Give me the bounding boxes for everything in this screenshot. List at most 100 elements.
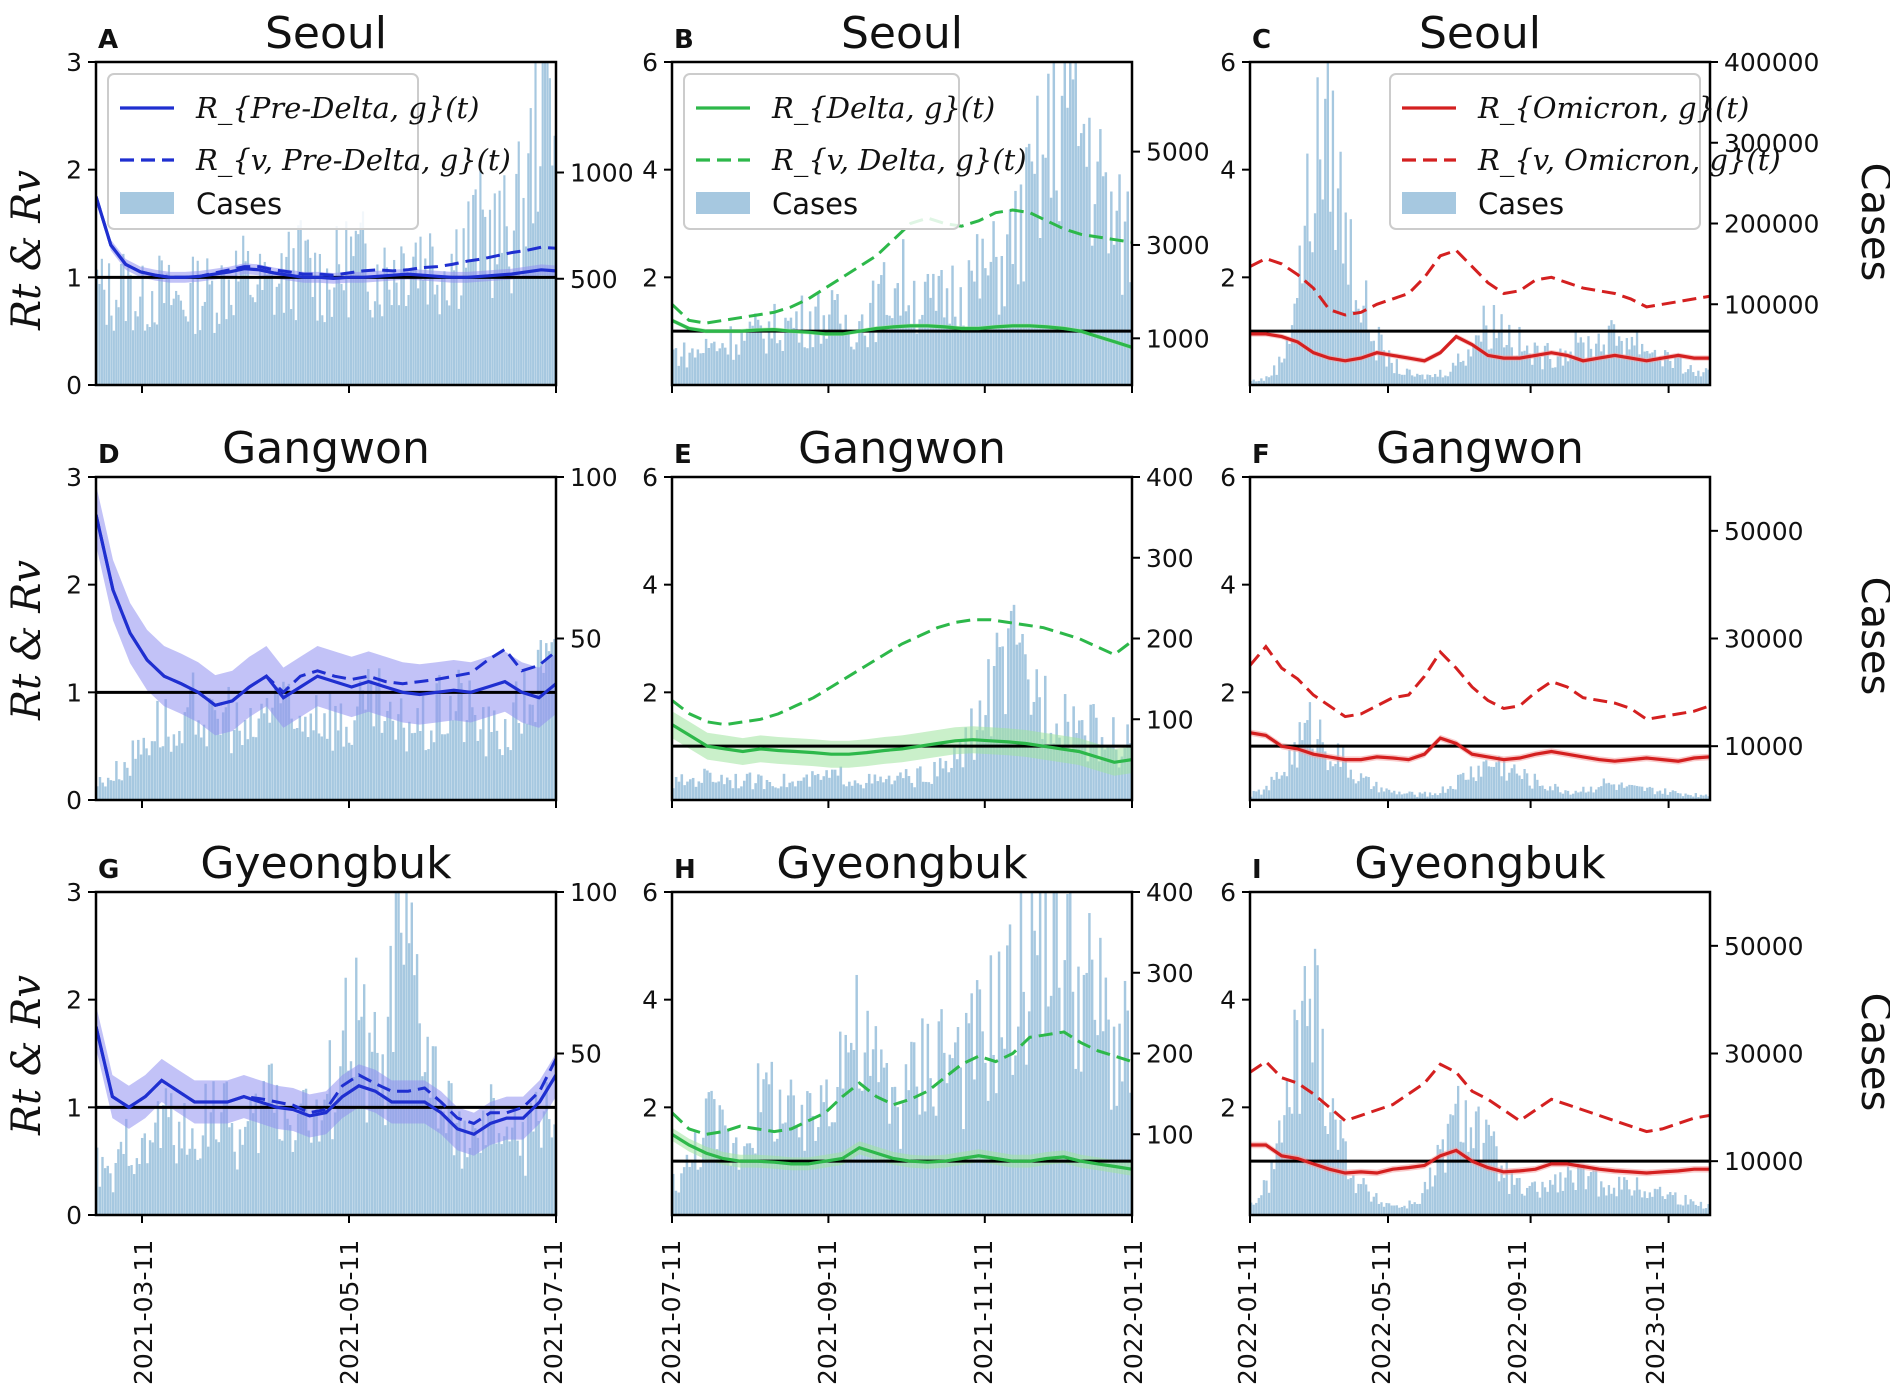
legend-rv-label: R_{v, Omicron, g}(t) xyxy=(1477,143,1781,178)
case-bar xyxy=(855,342,858,385)
case-bar xyxy=(335,225,338,385)
case-bar xyxy=(1382,350,1386,385)
case-bar xyxy=(232,730,236,800)
case-bar xyxy=(503,1136,506,1215)
case-bar xyxy=(1436,376,1439,385)
case-bar xyxy=(1615,789,1618,800)
case-bar xyxy=(473,715,477,800)
case-bar xyxy=(1283,358,1286,385)
case-bar xyxy=(1469,766,1473,800)
case-bar xyxy=(1267,377,1271,385)
case-bar xyxy=(791,781,794,800)
case-bar xyxy=(1324,751,1327,800)
case-bar xyxy=(534,1091,538,1215)
case-bar xyxy=(891,318,894,385)
case-bar xyxy=(513,1109,517,1215)
case-bar xyxy=(105,324,108,385)
case-bar xyxy=(1454,789,1457,800)
case-bar xyxy=(498,190,501,385)
case-bar xyxy=(1347,1179,1350,1215)
case-bar xyxy=(1474,335,1478,385)
case-bar xyxy=(446,733,449,800)
case-bar xyxy=(981,1031,984,1215)
case-bar xyxy=(1610,1193,1613,1215)
case-bar xyxy=(958,741,962,800)
case-bar xyxy=(177,1121,181,1215)
case-bar xyxy=(297,225,300,385)
case-bar xyxy=(368,1032,371,1215)
case-bar xyxy=(1436,795,1439,800)
case-bar xyxy=(394,892,398,1215)
case-bar xyxy=(1628,349,1631,385)
case-bar xyxy=(937,1021,941,1215)
case-bar xyxy=(677,365,680,385)
case-bar xyxy=(244,261,247,385)
case-bar xyxy=(1121,1081,1124,1215)
case-bar xyxy=(1689,1199,1692,1215)
case-bar xyxy=(1014,190,1017,385)
case-bar xyxy=(734,773,738,800)
cases-bars xyxy=(96,639,556,800)
case-bar xyxy=(1531,1182,1534,1215)
case-bar xyxy=(1658,1186,1662,1215)
legend-cases-label: Cases xyxy=(772,187,858,221)
case-bar xyxy=(373,301,377,385)
case-bar xyxy=(1490,1135,1493,1215)
case-bar xyxy=(1357,1183,1360,1215)
case-bar xyxy=(912,1042,916,1215)
case-bar xyxy=(1357,308,1360,385)
case-bar xyxy=(1041,739,1044,800)
case-bar xyxy=(788,782,791,800)
panel-title: Gyeongbuk xyxy=(200,838,452,889)
case-bar xyxy=(1679,1204,1682,1215)
case-bar xyxy=(1582,1164,1585,1215)
series-lines xyxy=(1250,1059,1710,1177)
case-bar xyxy=(1620,1189,1623,1215)
case-bar xyxy=(1681,1205,1685,1215)
case-bar xyxy=(1007,628,1010,800)
case-bar xyxy=(992,221,995,385)
case-bar xyxy=(933,761,936,800)
case-bar xyxy=(145,748,148,800)
case-bar xyxy=(1551,790,1554,800)
date-tick-2021-05-11: 2021-05-11 xyxy=(335,1240,364,1384)
case-bar xyxy=(1492,1131,1496,1215)
case-bar xyxy=(686,781,689,800)
case-bar xyxy=(213,332,216,385)
case-bar xyxy=(1405,1208,1409,1215)
case-bar xyxy=(910,1041,913,1215)
case-bar xyxy=(1482,761,1485,800)
series-lines xyxy=(96,484,556,736)
case-bar xyxy=(1648,353,1651,385)
case-bar xyxy=(361,211,365,385)
case-bar xyxy=(1293,742,1296,800)
case-bar xyxy=(1418,1203,1421,1215)
case-bar xyxy=(1566,361,1570,385)
case-bar xyxy=(307,1130,310,1215)
case-bar xyxy=(449,695,452,800)
case-bar xyxy=(542,672,545,800)
ytick-label: 6 xyxy=(1220,463,1236,492)
case-bar xyxy=(1697,370,1700,385)
case-bar xyxy=(1684,372,1687,385)
case-bar xyxy=(1500,1165,1503,1215)
case-bar xyxy=(467,201,470,385)
ytick-label: 2 xyxy=(642,1093,658,1122)
case-bar xyxy=(339,703,343,800)
case-bar xyxy=(961,767,965,800)
case-bar xyxy=(1393,373,1396,385)
case-bar xyxy=(328,693,332,800)
case-bar xyxy=(1653,349,1657,385)
date-tick-2021-09-11: 2021-09-11 xyxy=(813,1240,842,1384)
case-bar xyxy=(1118,174,1121,385)
case-bar xyxy=(1434,373,1437,385)
case-bar xyxy=(1398,373,1401,385)
case-bar xyxy=(98,1186,102,1215)
case-bar xyxy=(352,1077,355,1215)
y2tick-label: 200 xyxy=(1146,1040,1194,1069)
case-bar xyxy=(154,1122,157,1215)
case-bar xyxy=(1638,354,1641,385)
series-lines xyxy=(1250,644,1710,765)
case-bar xyxy=(1492,766,1496,800)
case-bar xyxy=(290,718,293,800)
